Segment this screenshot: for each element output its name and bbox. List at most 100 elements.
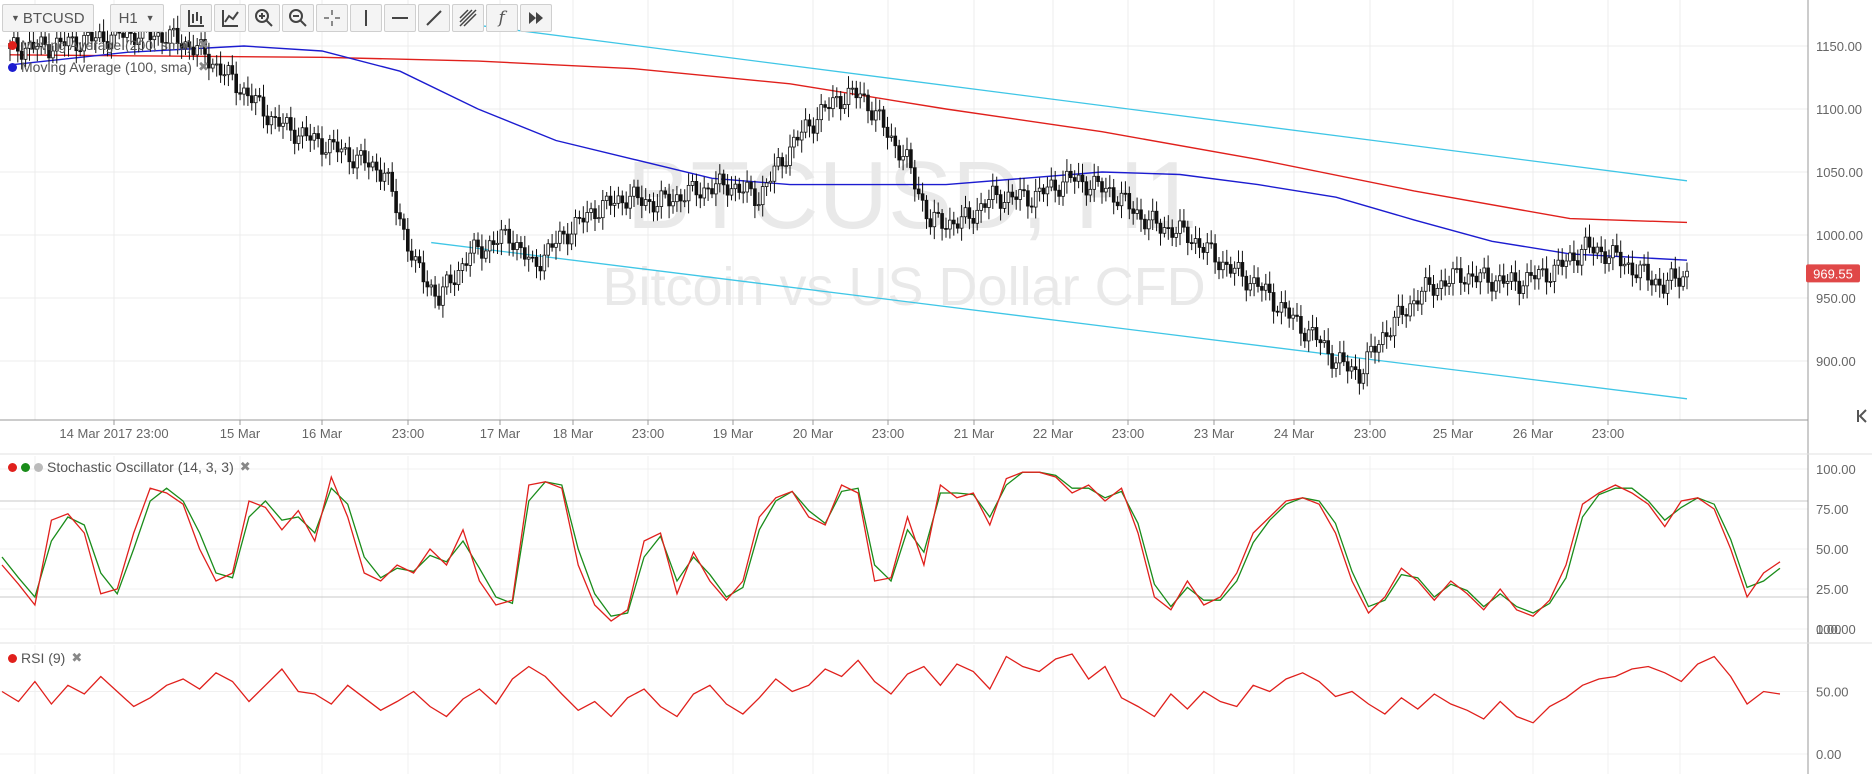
candle [351, 149, 355, 175]
candle [1072, 170, 1077, 194]
stoch-label: Stochastic Oscillator (14, 3, 3) [47, 459, 234, 475]
candle [1260, 282, 1264, 302]
crosshair-button[interactable] [315, 4, 348, 32]
remove-ma100-icon[interactable]: ✖ [197, 59, 209, 74]
candle [476, 232, 480, 255]
horizontal-line-icon [391, 17, 408, 19]
remove-ma200-icon[interactable]: ✖ [197, 37, 209, 52]
candle [534, 249, 539, 279]
candle [624, 191, 628, 216]
candle [1595, 242, 1600, 260]
candle [1673, 256, 1678, 288]
trend-channel[interactable] [431, 22, 1688, 400]
candle [749, 175, 753, 196]
candle [1264, 273, 1268, 301]
caret-down-icon: ▼ [145, 13, 155, 23]
candle [1115, 196, 1120, 211]
candle [164, 31, 168, 49]
candle [195, 37, 200, 67]
candle [1131, 201, 1136, 225]
trend-line-button[interactable] [417, 4, 450, 32]
interval-label: H1 [118, 9, 138, 27]
candle [671, 189, 675, 214]
candle [480, 234, 484, 271]
candle [1065, 159, 1069, 194]
x-tick-label: 15 Mar [220, 426, 261, 441]
horizontal-line-button[interactable] [383, 4, 416, 32]
candle [320, 126, 324, 167]
function-icon: f [498, 8, 505, 28]
candle [35, 39, 40, 62]
candle [1537, 265, 1541, 290]
candle [640, 185, 644, 219]
candle [838, 91, 843, 121]
candle [885, 116, 890, 150]
rsi-label: RSI (9) [21, 650, 66, 666]
candle [421, 250, 426, 294]
candle [179, 34, 184, 59]
candle [39, 29, 43, 56]
candle [304, 116, 309, 142]
interval-selector[interactable]: H1 ▼ [109, 4, 164, 32]
candle [1665, 272, 1670, 306]
candle [753, 180, 757, 219]
bar-type-button[interactable] [179, 4, 212, 32]
candle [1459, 256, 1463, 295]
zoom-in-button[interactable] [247, 4, 280, 32]
collapse-arrow-icon[interactable] [1857, 409, 1867, 423]
candle [1579, 244, 1584, 276]
candle [1330, 344, 1334, 378]
rsi-y-tick-label: 50.00 [1816, 685, 1849, 700]
candle [265, 104, 270, 134]
candle [1556, 248, 1561, 275]
candle [1525, 263, 1529, 299]
candle [659, 180, 664, 219]
x-tick-label: 16 Mar [302, 426, 343, 441]
remove-stoch-icon[interactable]: ✖ [239, 459, 251, 474]
candle [1521, 280, 1526, 299]
candle [955, 217, 960, 234]
x-tick-label: 17 Mar [480, 426, 521, 441]
candle [975, 197, 979, 231]
candle [1486, 255, 1490, 294]
candle [862, 82, 866, 103]
candle [573, 209, 578, 247]
candle [1603, 239, 1607, 274]
candle [261, 84, 266, 129]
candle [936, 202, 940, 218]
fibonacci-button[interactable] [451, 4, 484, 32]
function-button[interactable]: f [485, 4, 518, 32]
candle [682, 189, 687, 208]
candle [273, 107, 277, 130]
candle [1189, 234, 1194, 251]
candle [1197, 227, 1202, 259]
symbol-selector[interactable]: ▼ BTCUSD [2, 4, 94, 32]
candle [405, 218, 410, 262]
fast-forward-button[interactable] [519, 4, 552, 32]
candle [889, 123, 894, 142]
candle [1209, 230, 1214, 249]
candle [1057, 184, 1061, 205]
zoom-out-button[interactable] [281, 4, 314, 32]
remove-rsi-icon[interactable]: ✖ [71, 650, 83, 665]
candle [1447, 275, 1451, 295]
vertical-line-button[interactable] [349, 4, 382, 32]
candle [472, 232, 476, 264]
candle [979, 192, 983, 223]
candle [799, 120, 804, 153]
candle [1466, 265, 1471, 295]
fast-forward-icon [528, 12, 543, 24]
candle [19, 42, 24, 70]
candle [1299, 305, 1303, 346]
indicator-button[interactable] [213, 4, 246, 32]
candle [909, 142, 913, 174]
candle [1053, 170, 1058, 203]
candle [1533, 265, 1537, 290]
candle [554, 230, 558, 260]
candle [429, 279, 433, 296]
candle [433, 276, 437, 309]
candle [1587, 224, 1592, 254]
candle [331, 129, 336, 150]
candle [1314, 317, 1319, 347]
candle [1287, 300, 1292, 328]
